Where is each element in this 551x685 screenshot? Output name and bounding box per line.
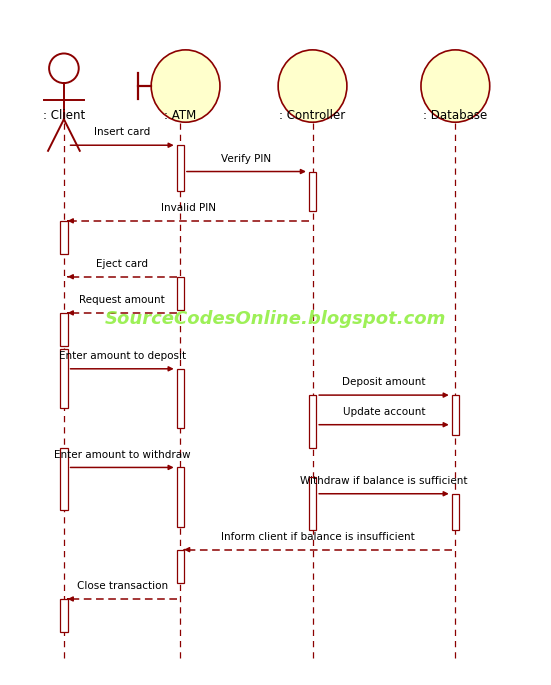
Text: : ATM: : ATM xyxy=(164,109,196,122)
Text: Update account: Update account xyxy=(343,407,425,416)
Bar xyxy=(176,467,184,527)
Bar xyxy=(309,395,316,448)
Bar xyxy=(60,313,68,346)
Text: Close transaction: Close transaction xyxy=(77,581,168,591)
Text: Inform client if balance is insufficient: Inform client if balance is insufficient xyxy=(221,532,415,542)
Text: : Controller: : Controller xyxy=(279,109,345,122)
Text: Deposit amount: Deposit amount xyxy=(342,377,426,387)
Text: Enter amount to withdraw: Enter amount to withdraw xyxy=(54,449,191,460)
Text: Verify PIN: Verify PIN xyxy=(222,153,272,164)
Bar xyxy=(452,494,459,530)
Bar xyxy=(60,448,68,510)
Text: Request amount: Request amount xyxy=(79,295,165,305)
Bar xyxy=(176,549,184,582)
Bar xyxy=(176,369,184,428)
Ellipse shape xyxy=(151,50,220,122)
Bar xyxy=(60,221,68,253)
Text: Eject card: Eject card xyxy=(96,259,148,269)
Text: Insert card: Insert card xyxy=(94,127,150,137)
Ellipse shape xyxy=(421,50,490,122)
Text: : Client: : Client xyxy=(43,109,85,122)
Ellipse shape xyxy=(278,50,347,122)
Text: : Database: : Database xyxy=(423,109,488,122)
Text: Invalid PIN: Invalid PIN xyxy=(161,203,216,213)
Bar xyxy=(309,477,316,530)
Text: Withdraw if balance is sufficient: Withdraw if balance is sufficient xyxy=(300,476,468,486)
Bar xyxy=(176,145,184,191)
Text: SourceCodesOnline.blogspot.com: SourceCodesOnline.blogspot.com xyxy=(105,310,446,329)
Text: Enter amount to deposit: Enter amount to deposit xyxy=(58,351,186,361)
Bar xyxy=(60,349,68,408)
Bar xyxy=(176,277,184,310)
Bar xyxy=(60,599,68,632)
Bar xyxy=(452,395,459,434)
Bar xyxy=(309,171,316,211)
